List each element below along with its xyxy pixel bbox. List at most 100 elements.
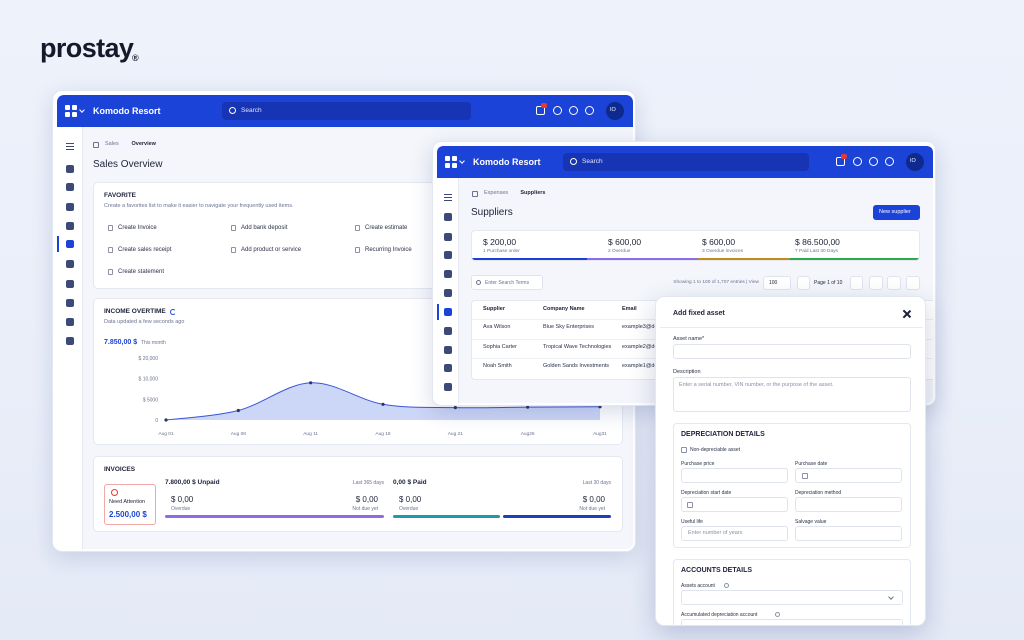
card-title: INVOICES — [104, 466, 136, 474]
nav-icon[interactable] — [66, 280, 74, 288]
new-supplier-button[interactable]: New supplier — [873, 205, 920, 220]
x-tick-label: Aug26 — [521, 431, 535, 437]
field-label: Asset name* — [673, 336, 705, 343]
nav-icon[interactable] — [444, 364, 452, 372]
y-tick-label: $ 20,000 — [139, 356, 159, 362]
settings-icon[interactable] — [569, 106, 578, 115]
input-field[interactable] — [681, 497, 788, 512]
input-field[interactable] — [681, 590, 903, 605]
page-size-select[interactable]: 100 — [763, 276, 791, 290]
invoice-amount-label: Overdue — [399, 505, 419, 512]
field-label: Useful life — [681, 518, 703, 525]
menu-icon-line — [444, 194, 452, 196]
card-title: FAVORITE — [104, 192, 137, 200]
field-placeholder: Enter number of years — [688, 530, 743, 537]
field-label: Description — [673, 369, 701, 376]
next-button[interactable] — [850, 276, 863, 290]
nav-icon[interactable] — [66, 318, 74, 326]
search-input[interactable]: Enter Search Terms — [471, 275, 543, 290]
bell-icon[interactable] — [853, 157, 862, 166]
input-field[interactable] — [795, 526, 902, 541]
breadcrumb-item: Expenses — [484, 190, 509, 197]
avatar[interactable]: IO — [906, 153, 924, 171]
nav-icon[interactable] — [444, 213, 452, 221]
modal-divider — [660, 327, 923, 328]
page-label: Page 1 of 10 — [814, 279, 843, 286]
nav-icon[interactable] — [66, 203, 74, 211]
page-title: Suppliers — [471, 207, 513, 218]
input-field[interactable] — [681, 619, 903, 625]
active-indicator — [437, 304, 439, 320]
calendar-icon[interactable] — [836, 154, 847, 166]
settings-icon[interactable] — [869, 157, 878, 166]
nav-icon[interactable] — [444, 270, 452, 278]
apps-icon-square — [65, 112, 70, 117]
checkbox[interactable] — [681, 447, 687, 453]
nav-icon[interactable] — [444, 289, 452, 297]
stat-bar — [587, 258, 698, 260]
nav-icon[interactable] — [444, 233, 452, 241]
invoice-period: Last 30 days — [582, 479, 611, 486]
help-icon[interactable] — [885, 157, 894, 166]
table-cell: example3@do — [622, 324, 658, 331]
nav-icon[interactable] — [66, 299, 74, 307]
nav-icon[interactable] — [66, 260, 74, 268]
nav-icon[interactable] — [66, 183, 74, 191]
attention-label: Need Attention — [109, 499, 146, 506]
apps-icon-square — [65, 105, 70, 110]
pagination-info: Showing 1 to 100 of 1,707 entries | View — [673, 279, 759, 285]
apps-icon[interactable] — [65, 105, 77, 117]
close-button[interactable] — [902, 309, 911, 319]
nav-icon[interactable] — [444, 251, 452, 259]
refresh-icon[interactable] — [170, 309, 176, 315]
app-name: Komodo Resort — [473, 156, 541, 167]
column-header: Supplier — [483, 306, 506, 313]
search-icon — [229, 107, 236, 114]
input-field[interactable] — [795, 468, 902, 483]
avatar[interactable]: IO — [606, 102, 624, 120]
data-point — [381, 402, 385, 406]
prev-button[interactable] — [797, 276, 810, 290]
bell-icon[interactable] — [553, 106, 562, 115]
nav-icon[interactable] — [66, 165, 74, 173]
stat-bar — [698, 258, 790, 260]
favorite-link: Create statement — [118, 268, 165, 275]
item-icon — [355, 225, 360, 231]
item-icon — [108, 225, 113, 231]
menu-icon-line — [66, 143, 74, 145]
invoice-amount: $ 0,00 — [355, 495, 378, 505]
export-button[interactable] — [887, 276, 901, 290]
field-label: Purchase date — [795, 460, 828, 467]
item-icon — [231, 247, 236, 253]
apps-icon-square — [452, 156, 457, 161]
data-point — [164, 418, 168, 422]
nav-icon[interactable] — [444, 308, 452, 316]
input-field[interactable] — [673, 344, 911, 359]
settings-button[interactable] — [906, 276, 920, 290]
input-field[interactable] — [681, 468, 788, 483]
nav-icon[interactable] — [66, 240, 74, 248]
help-icon[interactable] — [585, 106, 594, 115]
input-field[interactable]: Enter number of years — [681, 526, 788, 541]
calendar-icon[interactable] — [536, 103, 547, 115]
search-box[interactable]: Search — [222, 102, 471, 120]
x-tick-label: Aug 11 — [303, 431, 318, 437]
input-field[interactable] — [795, 497, 902, 512]
nav-icon[interactable] — [444, 346, 452, 354]
item-icon — [355, 247, 360, 253]
app-header: Komodo Resort Search IO — [437, 146, 933, 178]
print-button[interactable] — [869, 276, 883, 290]
nav-icon[interactable] — [444, 383, 452, 391]
nav-icon[interactable] — [66, 222, 74, 230]
avatar-initials: IO — [610, 107, 616, 114]
favorite-link: Add bank deposit — [241, 224, 288, 231]
card-title: INCOME OVERTIME — [104, 308, 166, 316]
calendar-icon — [802, 473, 808, 479]
search-box[interactable]: Search — [563, 153, 809, 171]
nav-icon[interactable] — [444, 327, 452, 335]
apps-icon[interactable] — [445, 156, 457, 168]
stat-label: 1 Purchase order — [483, 248, 520, 254]
nav-icon[interactable] — [66, 337, 74, 345]
input-field[interactable]: Enter a serial number, VIN number, or th… — [673, 377, 911, 412]
